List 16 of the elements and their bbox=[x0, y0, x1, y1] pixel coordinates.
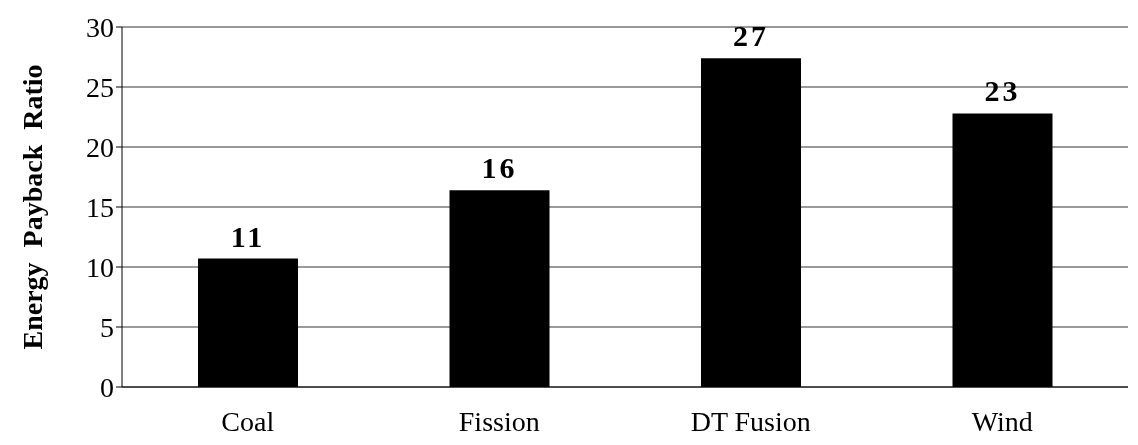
y-tick-label: 5 bbox=[100, 311, 114, 343]
data-label: 23 bbox=[984, 74, 1021, 108]
data-label: 16 bbox=[481, 151, 518, 185]
y-tick-label: 25 bbox=[86, 71, 114, 103]
x-tick-label: Coal bbox=[221, 405, 275, 437]
y-axis-title: Energy Payback Ratio bbox=[16, 64, 48, 350]
y-tick-label: 30 bbox=[86, 11, 114, 43]
x-tick-label: Wind bbox=[971, 405, 1033, 437]
y-tick-label: 20 bbox=[86, 131, 114, 163]
x-tick-label: Fission bbox=[458, 405, 540, 437]
data-label: 27 bbox=[733, 19, 769, 53]
y-tick-label: 15 bbox=[86, 191, 114, 223]
x-tick-label: DT Fusion bbox=[690, 405, 811, 437]
y-tick-label: 10 bbox=[86, 251, 114, 283]
y-tick-label: 0 bbox=[100, 371, 114, 403]
data-label: 11 bbox=[230, 219, 266, 253]
